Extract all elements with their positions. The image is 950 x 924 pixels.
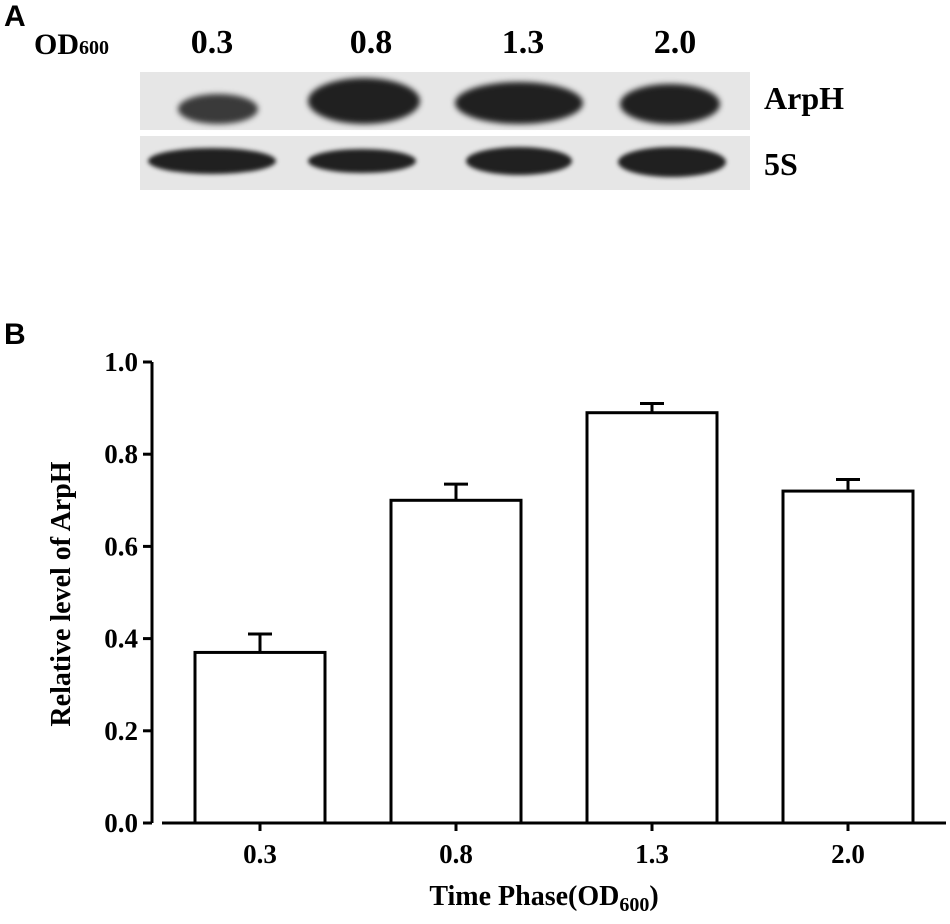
panel-a-letter: A <box>4 0 26 33</box>
lane-label-1: 0.3 <box>190 24 234 61</box>
arph-band-2 <box>308 78 420 124</box>
y-tick-label-3: 0.6 <box>104 531 138 561</box>
y-tick-label-4: 0.8 <box>104 439 138 469</box>
x-tick-label-2: 1.3 <box>635 839 669 869</box>
x-axis-label-close: ) <box>649 881 658 912</box>
od-label: OD600 <box>34 28 109 62</box>
5s-band-1 <box>148 148 276 174</box>
lane-label-3: 1.3 <box>501 24 545 61</box>
lane-label-4: 2.0 <box>653 24 697 61</box>
y-tick-label-5: 1.0 <box>104 347 138 377</box>
arph-blot-label: ArpH <box>764 80 844 116</box>
bar-3 <box>781 489 915 825</box>
od-label-subscript: 600 <box>79 37 109 59</box>
x-axis-label-main: Time Phase(OD <box>429 881 619 912</box>
lane-label-2: 0.8 <box>349 24 393 61</box>
x-axis-label: Time Phase(OD600) <box>429 881 658 916</box>
bar-1 <box>389 498 523 825</box>
x-axis-label-subscript: 600 <box>619 894 649 916</box>
x-tick-label-0: 0.3 <box>243 839 277 869</box>
5s-blot-label: 5S <box>764 146 798 182</box>
5s-blot-strip <box>140 136 750 190</box>
5s-band-4 <box>618 147 726 177</box>
5s-band-3 <box>466 147 572 175</box>
5s-band-2 <box>308 149 416 173</box>
x-tick-label-3: 2.0 <box>831 839 865 869</box>
arph-band-4 <box>620 84 720 124</box>
y-tick-label-1: 0.2 <box>104 716 138 746</box>
bar-0 <box>193 650 327 825</box>
arph-band-1 <box>178 94 258 124</box>
od-label-main: OD <box>34 28 79 61</box>
y-tick-label-0: 0.0 <box>104 808 138 838</box>
x-tick-label-1: 0.8 <box>439 839 473 869</box>
y-tick-label-2: 0.4 <box>104 624 138 654</box>
arph-blot-strip <box>140 72 750 130</box>
y-axis-label: Relative level of ArpH <box>46 461 77 726</box>
arph-band-3 <box>455 82 583 124</box>
bar-2 <box>585 411 719 825</box>
panel-b-letter: B <box>4 318 26 351</box>
